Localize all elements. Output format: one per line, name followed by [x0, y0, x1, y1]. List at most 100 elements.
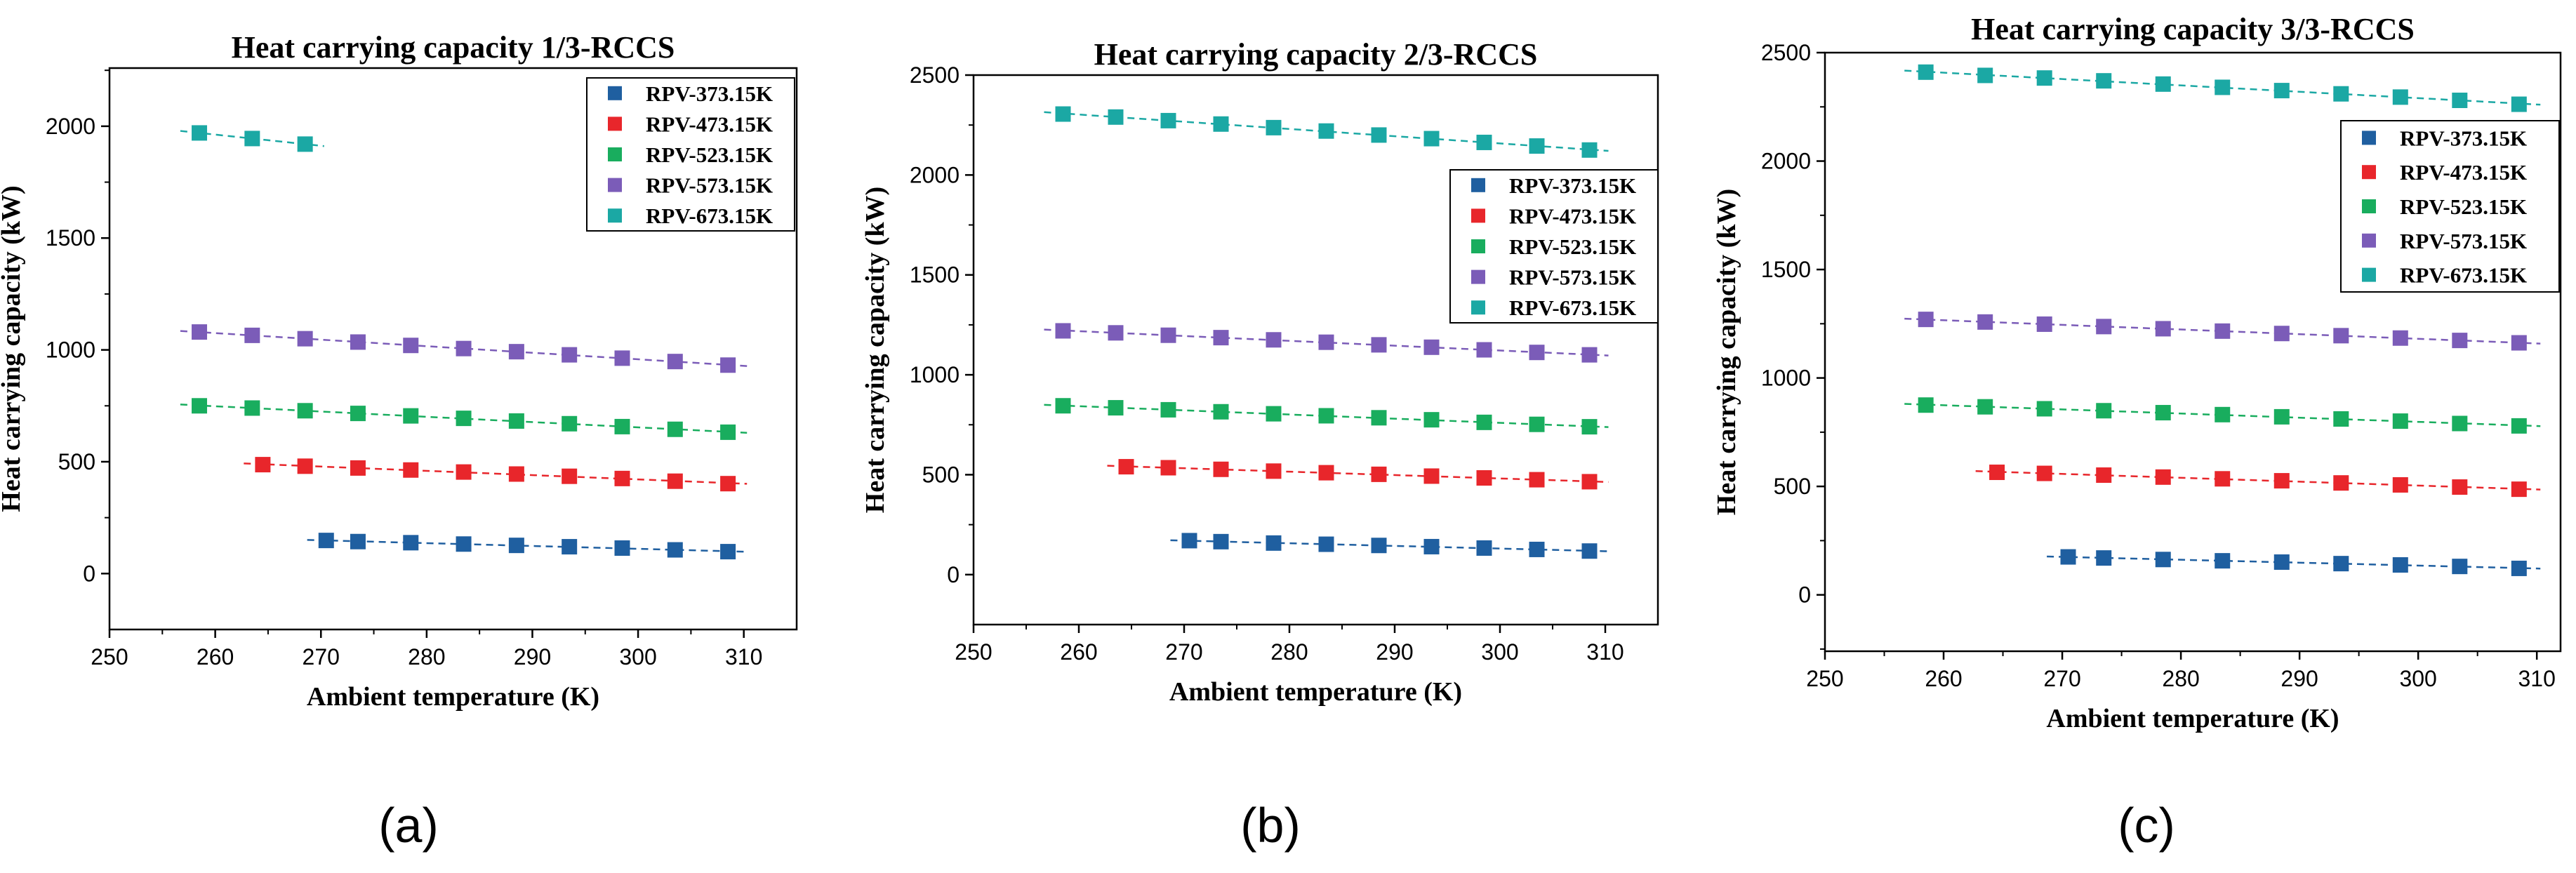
- data-point: [1108, 109, 1124, 125]
- data-point: [614, 540, 630, 556]
- data-point: [1977, 399, 1993, 415]
- x-tick-label: 310: [725, 644, 762, 669]
- data-point: [2333, 328, 2349, 344]
- data-point: [1581, 474, 1598, 490]
- legend-marker: [1471, 269, 1485, 284]
- data-point: [508, 538, 524, 554]
- data-point: [614, 470, 630, 486]
- legend-entry-label: RPV-573.15K: [1509, 265, 1636, 290]
- data-point: [2036, 70, 2052, 86]
- series-rpv-473-15k: [1975, 465, 2541, 498]
- data-point: [244, 131, 260, 147]
- panel-label-a: (a): [378, 798, 439, 853]
- x-axis-label: Ambient temperature (K): [307, 682, 599, 712]
- data-point: [1581, 142, 1598, 158]
- legend-marker: [608, 116, 622, 131]
- y-tick-label: 0: [947, 562, 960, 587]
- data-point: [456, 536, 472, 552]
- data-point: [244, 327, 260, 343]
- legend-marker: [608, 208, 622, 223]
- legend-marker: [2362, 199, 2376, 213]
- fit-line: [1975, 470, 2541, 491]
- fit-line: [1044, 111, 1609, 152]
- legend-marker: [2362, 165, 2376, 180]
- data-point: [2273, 408, 2290, 425]
- data-point: [1266, 535, 1282, 551]
- x-tick-label: 260: [197, 644, 234, 669]
- data-point: [297, 458, 313, 474]
- data-point: [2511, 335, 2527, 351]
- x-tick-label: 290: [1376, 639, 1413, 665]
- series-rpv-473-15k: [244, 457, 748, 492]
- data-point: [1476, 540, 1492, 556]
- data-point: [1476, 342, 1492, 358]
- data-point: [2333, 556, 2349, 572]
- data-point: [1529, 416, 1545, 432]
- data-point: [456, 464, 472, 480]
- legend-entry-label: RPV-573.15K: [2400, 229, 2527, 253]
- x-tick-label: 290: [2280, 666, 2318, 691]
- series-rpv-473-15k: [1107, 459, 1609, 490]
- series-rpv-373-15k: [2047, 549, 2541, 576]
- data-point: [1581, 543, 1598, 559]
- data-point: [350, 460, 366, 476]
- data-point: [1318, 536, 1334, 552]
- data-point: [1989, 465, 2005, 481]
- data-point: [2036, 465, 2052, 481]
- data-point: [1318, 334, 1334, 350]
- data-point: [1423, 412, 1440, 428]
- chart-title: Heat carrying capacity 2/3-RCCS: [1094, 37, 1538, 72]
- y-tick-label: 500: [922, 462, 960, 487]
- data-point: [1529, 345, 1545, 361]
- data-point: [2096, 73, 2112, 89]
- data-point: [2452, 92, 2468, 108]
- data-point: [2452, 479, 2468, 495]
- chart-c: 250 260 270 280 290 300 310 0 500 1000 1500 2000 250…: [1712, 12, 2562, 733]
- data-point: [667, 542, 683, 558]
- y-tick-label: 0: [83, 561, 95, 586]
- data-point: [2215, 323, 2231, 339]
- x-tick-label: 260: [1060, 639, 1097, 665]
- data-point: [2511, 560, 2527, 576]
- y-tick-label: 2000: [910, 162, 960, 187]
- legend-marker: [608, 178, 622, 192]
- fit-line: [1170, 539, 1609, 552]
- fit-line: [1044, 328, 1609, 356]
- series-rpv-573-15k: [1904, 312, 2541, 351]
- data-point: [350, 533, 366, 549]
- data-point: [1108, 400, 1124, 416]
- data-point: [1318, 408, 1334, 424]
- data-point: [562, 347, 578, 363]
- series-rpv-523-15k: [1904, 397, 2541, 434]
- data-point: [1423, 131, 1440, 147]
- data-point: [2273, 554, 2290, 570]
- legend-entry-label: RPV-523.15K: [1509, 234, 1636, 259]
- data-point: [2392, 557, 2408, 573]
- data-point: [2096, 319, 2112, 335]
- legend-marker: [2362, 267, 2376, 282]
- legend-entry-label: RPV-373.15K: [646, 81, 773, 106]
- y-tick-label: 500: [1774, 474, 1811, 499]
- plot-frame: [1824, 51, 2562, 653]
- data-point: [2215, 471, 2231, 487]
- series-rpv-373-15k: [307, 533, 748, 560]
- x-tick-label: 290: [514, 644, 551, 669]
- data-point: [2215, 406, 2231, 422]
- data-point: [1055, 323, 1071, 339]
- data-point: [1423, 468, 1440, 484]
- data-point: [2155, 405, 2171, 421]
- y-tick-label: 1000: [1761, 366, 1811, 391]
- series-rpv-573-15k: [180, 324, 748, 373]
- chart-a: 250 260 270 280 290 300 310 0 500 1000 1500 2000 Hea…: [0, 30, 798, 712]
- data-point: [1371, 538, 1387, 554]
- data-point: [1918, 312, 1934, 328]
- legend-marker: [1471, 208, 1485, 223]
- data-point: [1918, 64, 1934, 80]
- y-tick-label: 500: [58, 449, 95, 474]
- legend-marker: [1471, 239, 1485, 253]
- data-point: [1213, 330, 1229, 346]
- data-point: [1371, 410, 1387, 426]
- y-tick-label: 1000: [46, 338, 95, 363]
- data-point: [562, 468, 578, 484]
